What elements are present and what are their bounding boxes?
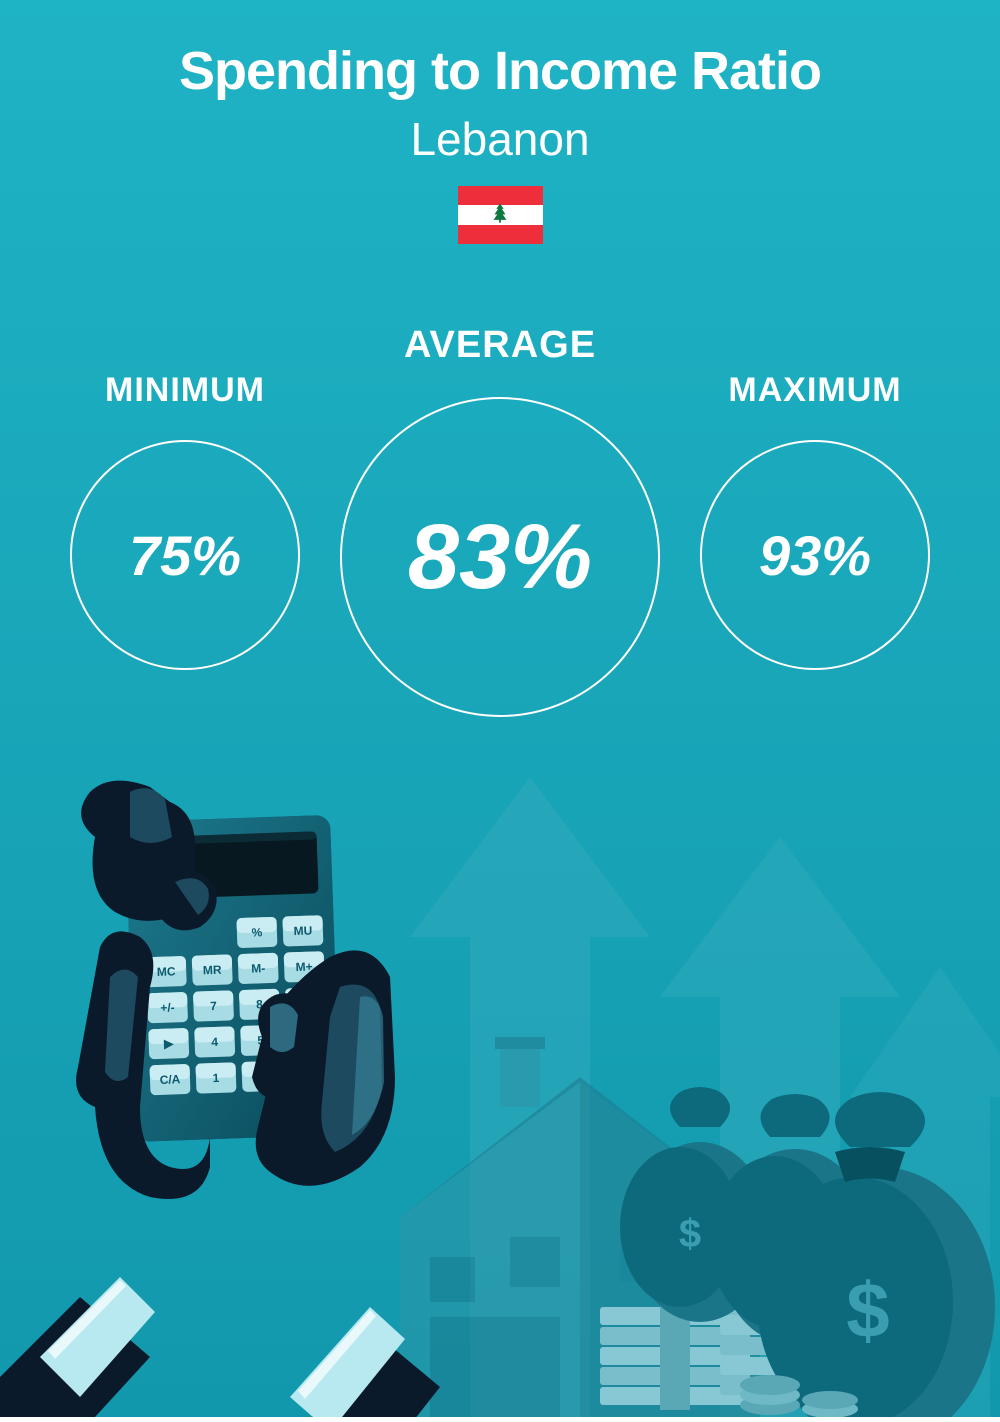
svg-text:%: % xyxy=(251,925,262,939)
svg-text:MU: MU xyxy=(293,924,312,939)
stat-value-circle: 75% xyxy=(70,440,300,670)
stat-label: MINIMUM xyxy=(70,371,300,410)
svg-text:$: $ xyxy=(679,1212,701,1256)
page-title: Spending to Income Ratio xyxy=(0,0,1000,102)
svg-text:M-: M- xyxy=(251,961,265,975)
svg-text:7: 7 xyxy=(210,999,217,1013)
stat-minimum: MINIMUM 75% xyxy=(70,371,300,670)
stats-row: MINIMUM 75% AVERAGE 83% MAXIMUM 93% xyxy=(0,324,1000,717)
svg-text:MR: MR xyxy=(203,963,222,978)
stat-value: 75% xyxy=(129,523,241,588)
svg-text:+/-: +/- xyxy=(160,1000,175,1014)
svg-text:$: $ xyxy=(846,1266,889,1354)
stat-value: 93% xyxy=(759,523,871,588)
svg-text:MC: MC xyxy=(157,964,176,979)
lebanon-flag-icon xyxy=(458,186,543,244)
stat-maximum: MAXIMUM 93% xyxy=(700,371,930,670)
stat-value-circle: 83% xyxy=(340,397,660,717)
stat-label: AVERAGE xyxy=(340,324,660,367)
svg-text:▶: ▶ xyxy=(163,1036,174,1050)
svg-text:4: 4 xyxy=(211,1035,218,1049)
stat-label: MAXIMUM xyxy=(700,371,930,410)
stat-average: AVERAGE 83% xyxy=(340,324,660,717)
illustration: $ $ $ xyxy=(0,737,1000,1417)
svg-text:1: 1 xyxy=(212,1071,219,1085)
hands-calculator-icon: %MUMCMRM-M++/-789▶456C/A123 xyxy=(0,781,440,1417)
stat-value-circle: 93% xyxy=(700,440,930,670)
page-subtitle: Lebanon xyxy=(0,112,1000,166)
svg-text:C/A: C/A xyxy=(159,1072,180,1087)
stat-value: 83% xyxy=(408,505,592,610)
